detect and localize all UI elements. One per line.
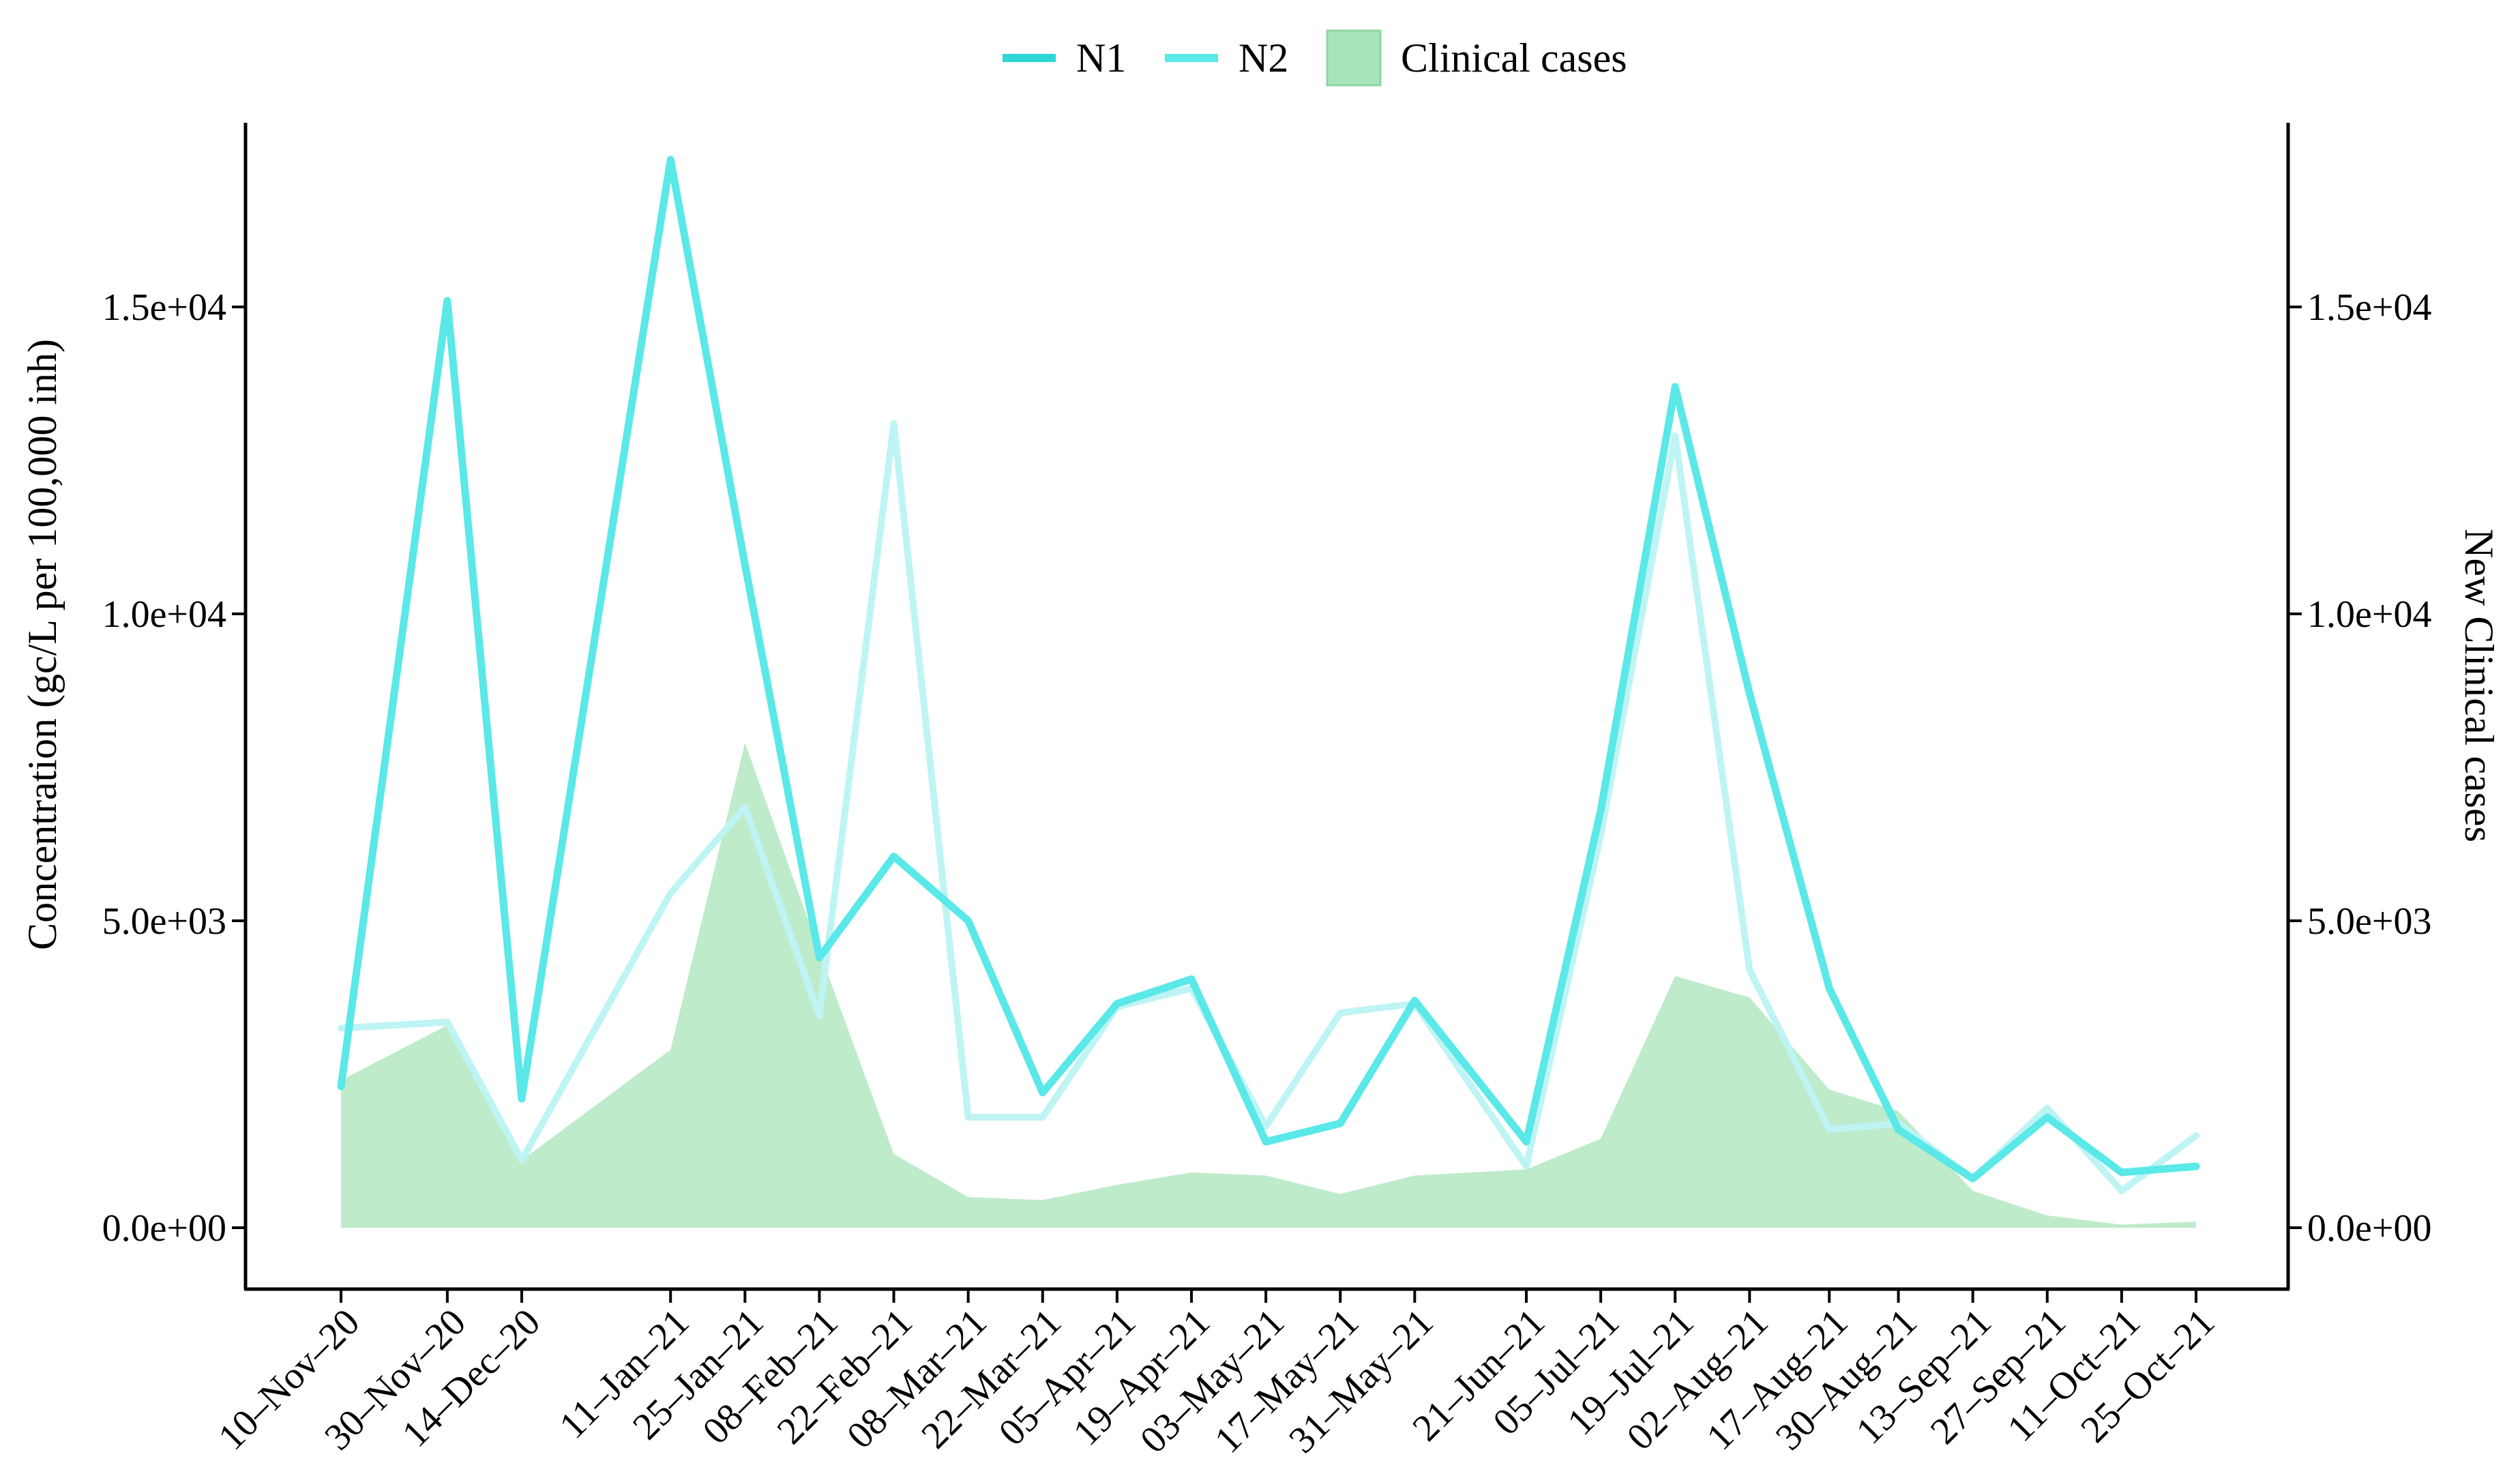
y2-tick-label: 0.0e+00 — [2307, 1207, 2431, 1250]
line-layer — [337, 156, 2200, 1194]
y-tick-label: 5.0e+03 — [102, 900, 226, 943]
legend: N1 N2 Clinical cases — [1003, 29, 1627, 87]
series-n1-line — [337, 156, 2200, 1183]
y2-tick-label: 1.5e+04 — [2307, 286, 2431, 329]
y2-tick-label: 5.0e+03 — [2307, 900, 2431, 943]
y-tick-label: 0.0e+00 — [102, 1207, 226, 1250]
legend-label: Clinical cases — [1401, 35, 1627, 80]
clinical-cases-area — [341, 743, 2196, 1228]
series-n2-line — [338, 420, 2199, 1194]
y2-axis-title: New Clinical cases — [2457, 529, 2502, 842]
y-axis-title: Concentration (gc/L per 100,000 inh) — [20, 339, 65, 950]
y-tick-label: 1.0e+04 — [102, 593, 226, 636]
legend-key-clinical-cases — [1326, 29, 1382, 87]
legend-label: N2 — [1239, 35, 1288, 80]
clinical-cases-area-layer — [341, 743, 2196, 1228]
y-tick-label: 1.5e+04 — [102, 286, 226, 329]
legend-label: N1 — [1076, 35, 1126, 80]
y2-tick-label: 1.0e+04 — [2307, 593, 2431, 636]
plot-area — [337, 156, 2200, 1228]
